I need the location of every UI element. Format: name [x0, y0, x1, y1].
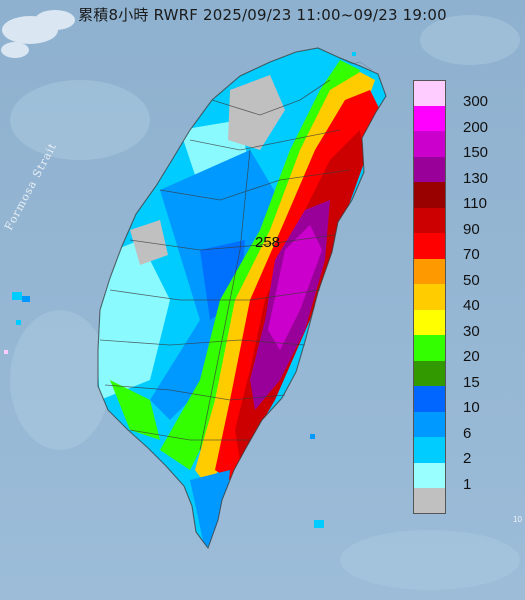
legend-label: 200	[463, 118, 489, 136]
county-boundaries	[97, 47, 387, 550]
legend-swatch	[413, 386, 446, 412]
legend-swatch	[413, 309, 446, 335]
rainfall-legend: 300 200 150 130 110 90 70 50 40 30 20 15 10 6 2 1	[413, 80, 503, 514]
legend-label: 110	[463, 195, 487, 212]
legend-label: 40	[463, 297, 480, 314]
legend-swatch	[413, 105, 446, 131]
legend-label: 90	[463, 220, 480, 238]
legend-label: 130	[463, 169, 489, 187]
legend-item: 50	[413, 258, 503, 289]
legend-label: 30	[463, 322, 480, 340]
legend-swatch	[413, 131, 446, 157]
cloud-patches	[1, 10, 75, 58]
legend-item	[413, 488, 503, 514]
offshore-echoes	[4, 52, 356, 528]
legend-item: 20	[413, 335, 503, 365]
legend-item: 10	[413, 386, 503, 416]
legend-swatch	[413, 284, 446, 310]
legend-item: 15	[413, 360, 503, 391]
legend-label: 6	[463, 424, 472, 442]
legend-label: 2	[463, 450, 472, 467]
legend-label: 1	[463, 475, 472, 493]
legend-swatch	[413, 335, 446, 361]
legend-swatch	[413, 207, 446, 233]
legend-label: 15	[463, 373, 480, 391]
legend-label: 10	[463, 399, 480, 416]
legend-swatch	[413, 182, 446, 208]
legend-item: 30	[413, 309, 503, 340]
legend-swatch	[413, 80, 446, 106]
corner-label: 10	[513, 515, 522, 524]
legend-label: 70	[463, 246, 480, 263]
legend-swatch	[413, 156, 446, 182]
max-value-label: 258	[255, 234, 281, 251]
legend-item: 300	[413, 80, 503, 110]
legend-item: 200	[413, 105, 503, 136]
legend-label: 300	[463, 93, 489, 110]
legend-item: 2	[413, 437, 503, 467]
legend-label: 150	[463, 144, 489, 161]
coastline-detail	[339, 57, 373, 71]
legend-item: 110	[413, 182, 503, 212]
legend-item: 40	[413, 284, 503, 314]
legend-item: 6	[413, 411, 503, 442]
legend-item: 130	[413, 156, 503, 187]
legend-swatch	[413, 233, 446, 259]
map-title: 累積8小時 RWRF 2025/09/23 11:00~09/23 19:00	[78, 6, 447, 24]
legend-swatch	[413, 462, 446, 488]
taiwan-island	[98, 48, 386, 548]
legend-label: 20	[463, 348, 480, 365]
legend-swatch	[413, 411, 446, 437]
sea-texture	[10, 15, 520, 590]
legend-swatch	[413, 258, 446, 284]
legend-item: 70	[413, 233, 503, 263]
legend-swatch	[413, 360, 446, 386]
legend-swatch	[413, 488, 446, 514]
legend-item: 90	[413, 207, 503, 238]
legend-item: 1	[413, 462, 503, 493]
legend-label: 50	[463, 271, 480, 289]
legend-swatch	[413, 437, 446, 463]
legend-item: 150	[413, 131, 503, 161]
